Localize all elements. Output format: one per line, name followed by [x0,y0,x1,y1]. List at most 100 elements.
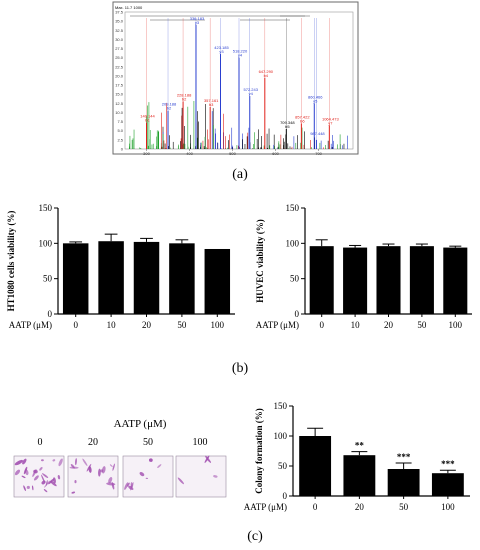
x-tick-label: 50 [417,320,427,330]
spectrum-peak-label: 647.290 [259,69,274,74]
panel-label-c: (c) [247,529,263,544]
spectrum-x-ticks: 300 400 500 600 700 [143,149,323,156]
stained-cell [14,459,23,466]
stained-cell [101,466,106,474]
stained-cell [23,485,26,492]
x-tick-label: 0 [73,320,78,330]
spectrum-x-tick-label: 700 [315,151,322,156]
ht1080-viability-chart: 0 50 100 150 0 10 20 50 100 AATP (μM) HT1080 cells… [6,203,235,330]
stained-cell [213,475,218,478]
spectrum-x-tick-label: 600 [272,151,279,156]
stained-cell [139,472,145,477]
spectrum-x-tick-label: 500 [229,151,236,156]
spectrum-peaks [129,18,348,149]
bar [387,469,420,496]
micrograph-frame [175,455,227,498]
x-tick-label: 0 [313,502,318,512]
stained-cell [52,459,56,462]
spectrum-peak-ion: y7 [328,120,333,125]
micrograph-frame [122,455,174,498]
spectrum-peak-label: 860.466 [308,94,323,99]
stained-cell [109,464,113,468]
spectrum-peak-ion: b2 [167,106,172,111]
spectrum-max-label: Max. 11.7 1000 [115,5,143,10]
spectrum-peak-ion: y3 [195,20,200,25]
significance-marker: *** [397,452,411,462]
micrograph-header: AATP (μM) [114,418,167,430]
x-tick-label: 100 [211,320,225,330]
spectrum-peak-label: 423.185 [214,45,229,50]
x-axis-title: AATP (μM) [9,320,52,330]
huvec-viability-chart: 0 50 100 150 0 10 20 50 100 AATP (μM) HUVEC viabil… [255,203,472,330]
spectrum-peak-ion: b6 [300,118,305,123]
spectrum-peak-label: 518.220 [233,49,248,54]
spectrum-y-tick-label: 12.5 [115,101,124,106]
spectrum-peak-ion: y3 [219,49,224,54]
stained-cell [33,475,39,481]
spectrum-peak-labels: Max. 11.7 1000140.144b1209.188b2228.188b… [115,5,339,136]
y-tick-label: 50 [43,274,53,284]
micrograph-label-0: 0 [38,437,43,448]
stained-cell [82,458,88,467]
x-axis-title: AATP (μM) [244,502,287,512]
spectrum-peak-label: 140.144 [140,114,155,119]
x-tick-label: 50 [177,320,187,330]
bar [376,246,401,314]
stained-cell [57,474,61,480]
bar [431,473,464,496]
stained-cell [74,479,77,484]
spectrum-y-ticks: 0 2.5 5.0 7.5 10.0 12.5 15.0 17.5 20.0 22.5 25.0 27… [115,10,124,152]
x-tick-label: 10 [351,320,361,330]
stained-cell [26,485,30,489]
spectrum-peak-label: 709.348 [280,120,295,125]
stained-cell [21,475,26,479]
stained-cell [42,473,49,478]
bar [309,246,334,314]
stained-cell [75,458,77,466]
stained-cell [24,469,29,476]
spectrum-y-tick-label: 0 [121,147,124,152]
stained-cell [127,482,130,487]
y-tick-label: 150 [39,203,53,213]
stained-cell [41,474,45,483]
micrograph-100 [175,455,227,498]
spectrum-y-tick-label: 20.0 [115,73,124,78]
spectrum-y-tick-label: 22.5 [115,64,124,69]
stained-cell [111,482,115,490]
y-tick-label: 0 [295,309,300,319]
y-tick-label: 150 [286,203,300,213]
spectrum-y-tick-label: 15.0 [115,92,124,97]
spectrum-y-tick-label: 5.0 [117,128,123,133]
stained-cell [39,467,43,471]
spectrum-x-tick-label: 300 [143,151,150,156]
stained-cell [88,466,92,473]
stained-cell [58,458,63,467]
bar [409,246,434,314]
bar [169,243,195,314]
spectrum-peak-label: 1064.473 [322,116,339,121]
bar [343,247,368,314]
y-tick-label: 150 [274,401,288,411]
panel-label-b: (b) [232,361,249,376]
spectrum-peak-label: 357.161 [204,98,219,103]
spectrum-peak-label: 336.183 [190,16,205,21]
colony-formation-chart: 0 50 100 150 0 ** 20 *** 50 *** 100 AATP (μM) Colony… [244,401,470,512]
y-tick-label: 0 [283,491,288,501]
micrograph-50 [122,455,174,498]
y-axis-title: Colony formation (%) [254,408,264,494]
stained-cell [40,459,44,462]
spectrum-y-tick-label: 37.5 [115,10,124,15]
stained-cell [14,469,21,476]
x-axis-title: AATP (μM) [256,320,299,330]
stained-cell [128,485,134,490]
stained-cell [124,482,129,490]
stained-cell [98,468,101,477]
spectrum-peak-ion: y4 [238,53,243,58]
spectrum-peak-label: 228.188 [177,93,192,98]
x-tick-label: 20 [142,320,152,330]
spectrum-y-tick-label: 2.5 [117,137,123,142]
micrograph-label-100: 100 [193,437,208,448]
spectrum-peak-ion: b5 [285,124,290,129]
bar [204,248,231,314]
x-tick-label: 0 [319,320,324,330]
